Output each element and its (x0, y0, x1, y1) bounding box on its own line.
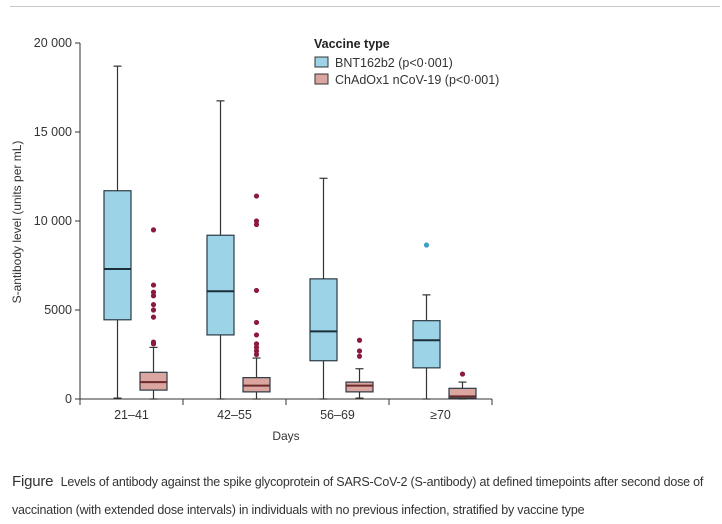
x-tick-label: ≥70 (430, 408, 451, 422)
outlier-point (150, 314, 157, 320)
x-tick-label: 42–55 (217, 408, 252, 422)
outlier-point (253, 341, 260, 347)
legend-swatch-bnt162b2 (314, 56, 329, 68)
box-chadox1 (242, 193, 271, 400)
outlier-point (150, 293, 157, 299)
x-axis: 21–41 42–55 56–69 ≥70 (79, 398, 493, 422)
outlier-point (150, 227, 157, 233)
plot-area (103, 65, 477, 400)
y-axis-title: S-antibody level (units per mL) (10, 141, 24, 304)
outlier-point (356, 348, 363, 354)
x-tick-label: 56–69 (320, 408, 355, 422)
legend-swatch-chadox1 (314, 73, 329, 85)
legend: Vaccine type BNT162b2 (p<0·001) ChAdOx1 … (314, 37, 499, 87)
figure-caption: Figure Levels of antibody against the sp… (12, 468, 712, 524)
outlier-point (150, 307, 157, 313)
outlier-point (253, 218, 260, 224)
outlier-point (150, 302, 157, 308)
outlier-point (253, 344, 260, 350)
outlier-point (150, 282, 157, 288)
outlier-point (253, 221, 260, 228)
box-chadox1 (139, 227, 168, 400)
y-tick-label: 10 000 (34, 214, 72, 228)
iqr-box (103, 190, 132, 321)
legend-label-chadox1: ChAdOx1 nCoV-19 (p<0·001) (335, 73, 499, 87)
outlier-point (356, 337, 363, 343)
outlier-point (150, 289, 157, 295)
box-bnt162b2 (412, 242, 441, 400)
box-bnt162b2 (206, 100, 235, 400)
caption-text: Levels of antibody against the spike gly… (12, 475, 704, 517)
y-axis: 0 5000 10 000 15 000 20 000 (34, 36, 81, 406)
outlier-point (253, 332, 260, 338)
outlier-point (253, 351, 260, 358)
outlier-point (150, 341, 157, 347)
y-tick-label: 0 (65, 392, 72, 406)
iqr-box (309, 278, 338, 362)
iqr-box (448, 387, 477, 399)
iqr-box (412, 320, 441, 369)
outlier-point (253, 348, 260, 354)
outlier-point (253, 193, 260, 199)
box-chadox1 (448, 371, 477, 400)
iqr-box (345, 381, 374, 393)
y-tick-label: 15 000 (34, 125, 72, 139)
legend-title: Vaccine type (314, 37, 390, 51)
outlier-point (253, 319, 260, 326)
x-tick-label: 21–41 (114, 408, 149, 422)
outlier-point (356, 353, 363, 359)
x-axis-title: Days (272, 429, 299, 443)
caption-label: Figure (12, 473, 54, 490)
outlier-point (423, 242, 430, 248)
box-bnt162b2 (309, 177, 338, 400)
box-chadox1 (345, 337, 374, 399)
outlier-point (253, 287, 260, 294)
box-bnt162b2 (103, 65, 132, 399)
y-tick-label: 20 000 (34, 36, 72, 50)
boxplot-chart: 0 5000 10 000 15 000 20 000 21–41 42–55 56–69 ≥… (10, 36, 499, 443)
outlier-point (459, 371, 466, 377)
legend-label-bnt162b2: BNT162b2 (p<0·001) (335, 56, 453, 70)
iqr-box (206, 234, 235, 336)
top-divider (10, 6, 720, 7)
y-tick-label: 5000 (44, 303, 72, 317)
